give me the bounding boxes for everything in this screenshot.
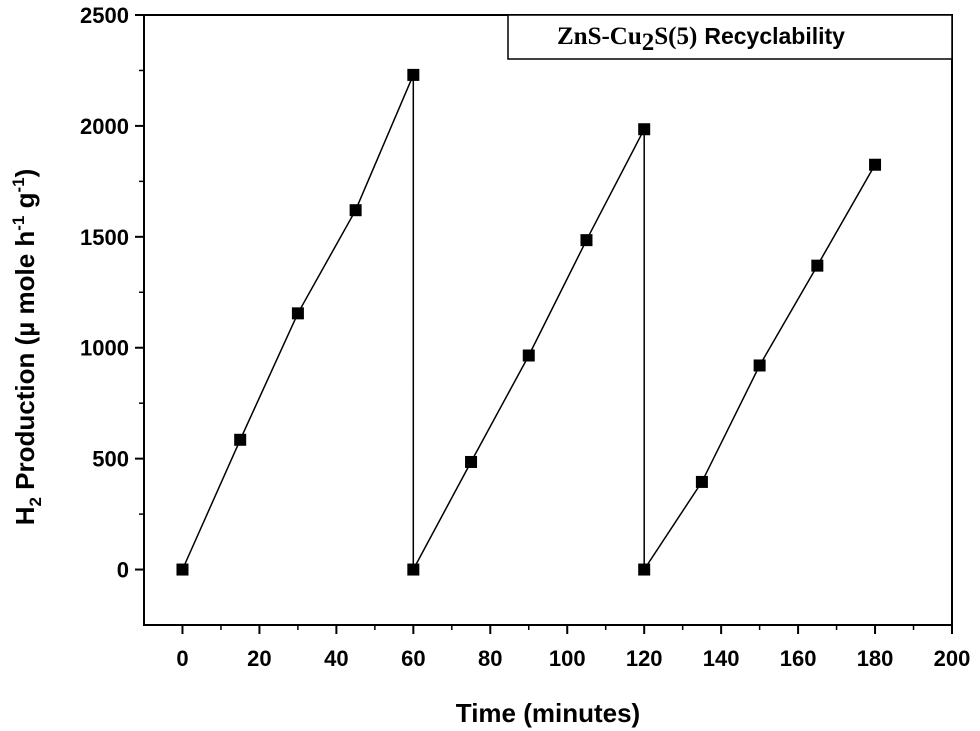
data-point <box>291 307 304 320</box>
x-tick-label: 20 <box>247 646 271 671</box>
data-point <box>695 475 708 488</box>
data-point <box>753 359 766 372</box>
legend-label-sub: 2 <box>642 29 655 56</box>
data-point <box>234 433 247 446</box>
y-axis-title-sup1: -1 <box>9 216 28 231</box>
series-line <box>181 74 876 573</box>
y-tick-label: 1500 <box>80 225 129 250</box>
data-point <box>580 234 593 247</box>
x-tick-label: 160 <box>780 646 817 671</box>
data-point <box>465 455 478 468</box>
data-point <box>407 563 420 576</box>
y-axis-title-mid: g <box>10 193 40 216</box>
x-tick-label: 200 <box>934 646 971 671</box>
y-tick-label: 0 <box>117 558 129 583</box>
y-tick-label: 2500 <box>80 3 129 28</box>
series-layer <box>176 68 882 576</box>
data-point <box>811 259 824 272</box>
y-axis-title-sup2: -1 <box>9 177 28 192</box>
x-tick-label: 140 <box>703 646 740 671</box>
plot-frame <box>143 14 953 626</box>
x-tick-label: 180 <box>857 646 894 671</box>
x-tick-label: 100 <box>549 646 586 671</box>
data-point <box>176 563 189 576</box>
y-axis-title-prefix: H <box>10 507 40 526</box>
x-tick-label: 80 <box>478 646 502 671</box>
data-point <box>638 563 651 576</box>
legend-label-mid: S(5) <box>654 23 697 50</box>
data-point <box>349 204 362 217</box>
y-tick-label: 500 <box>92 447 129 472</box>
data-point <box>869 158 882 171</box>
legend-label-suffix: Recyclability <box>704 23 845 49</box>
x-tick-label: 60 <box>401 646 425 671</box>
y-axis-title-sub: 2 <box>26 497 45 506</box>
x-axis-title: Time (minutes) <box>456 698 640 728</box>
y-axis-title-main: Production (µ mole h <box>10 231 40 497</box>
y-axis-title: H2 Production (µ mole h-1 g-1) <box>9 169 45 526</box>
legend-frame <box>507 14 953 60</box>
y-tick-label: 2000 <box>80 114 129 139</box>
x-tick-label: 40 <box>324 646 348 671</box>
legend-label-prefix: ZnS-Cu <box>557 23 642 50</box>
axis-ticks: 0 20 40 60 80 100 120 140 160 180 2000500100015002… <box>80 3 970 671</box>
x-tick-label: 120 <box>626 646 663 671</box>
data-point <box>522 349 535 362</box>
x-tick-label: 0 <box>176 646 188 671</box>
data-point <box>638 123 651 136</box>
data-point <box>407 68 420 81</box>
y-tick-label: 1000 <box>80 336 129 361</box>
y-axis-title-suffix: ) <box>10 169 40 178</box>
legend-box: ZnS-Cu2S(5) Recyclability <box>507 14 953 60</box>
legend-label: ZnS-Cu2S(5) Recyclability <box>557 23 845 56</box>
